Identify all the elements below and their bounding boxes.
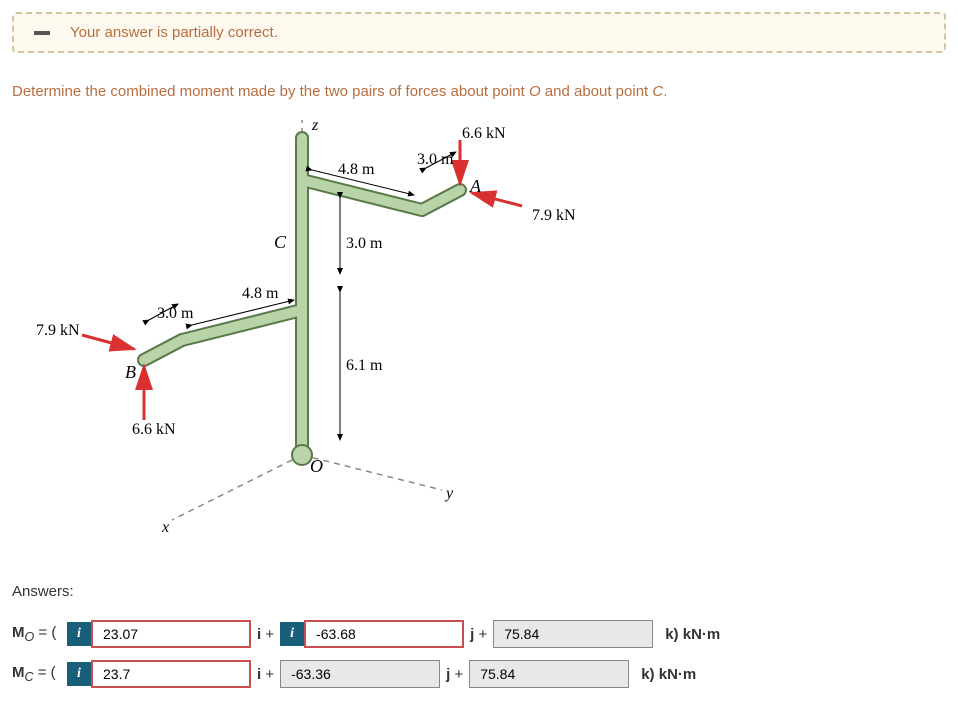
label-O: O — [310, 456, 323, 476]
label-6-6-b: 6.6 kN — [132, 421, 176, 438]
answer-value[interactable] — [478, 665, 620, 683]
answer-value[interactable] — [101, 665, 241, 683]
diagram: 6.6 kN 7.9 kN 6.6 kN 7.9 kN 3.0 m 4.8 m … — [22, 120, 946, 553]
answer-input-j[interactable] — [280, 660, 440, 688]
answer-input-k[interactable] — [493, 620, 653, 648]
question-suffix: . — [663, 83, 667, 100]
answer-value[interactable] — [289, 665, 431, 683]
op-i: i + — [257, 666, 274, 683]
minus-icon — [34, 31, 50, 35]
label-4-8-b: 4.8 m — [242, 285, 279, 302]
answer-input-i[interactable] — [91, 620, 251, 648]
label-3-0-a: 3.0 m — [417, 151, 454, 168]
op-j: j + — [470, 626, 487, 643]
label-3-0-v: 3.0 m — [346, 235, 383, 252]
label-z: z — [311, 120, 319, 134]
question-prefix: Determine the combined moment made by th… — [12, 83, 529, 100]
answer-unit: k) kN·m — [641, 666, 696, 683]
op-i: i + — [257, 626, 274, 643]
info-icon: i — [67, 622, 91, 646]
answer-symbol: MC = ( — [12, 664, 67, 684]
label-3-0-b: 3.0 m — [157, 305, 194, 322]
label-B: B — [125, 362, 136, 382]
answer-row: MO = (ii +ij +k) kN·m — [12, 620, 946, 648]
label-7-9-b: 7.9 kN — [36, 322, 80, 339]
diagram-svg: 6.6 kN 7.9 kN 6.6 kN 7.9 kN 3.0 m 4.8 m … — [22, 120, 582, 550]
question-mid: and about point — [541, 83, 653, 100]
feedback-text: Your answer is partially correct. — [70, 24, 278, 41]
info-icon: i — [67, 662, 91, 686]
answer-input-k[interactable] — [469, 660, 629, 688]
question-text: Determine the combined moment made by th… — [12, 83, 946, 100]
answer-value[interactable] — [101, 625, 241, 643]
label-C: C — [274, 232, 287, 252]
label-x: x — [161, 519, 169, 536]
info-icon: i — [280, 622, 304, 646]
label-7-9-a: 7.9 kN — [532, 207, 576, 224]
answer-input-j[interactable] — [304, 620, 464, 648]
answer-input-i[interactable] — [91, 660, 251, 688]
label-y: y — [444, 485, 454, 502]
label-4-8-a: 4.8 m — [338, 161, 375, 178]
answer-unit: k) kN·m — [665, 626, 720, 643]
feedback-box: Your answer is partially correct. — [12, 12, 946, 53]
answer-row: MC = (i i + j + k) kN·m — [12, 660, 946, 688]
answer-value[interactable] — [502, 625, 644, 643]
label-6-1: 6.1 m — [346, 357, 383, 374]
op-j: j + — [446, 666, 463, 683]
answer-value[interactable] — [314, 625, 454, 643]
answer-symbol: MO = ( — [12, 624, 67, 644]
question-point-c: C — [652, 83, 663, 100]
answers-label: Answers: — [12, 583, 946, 600]
label-A: A — [469, 176, 482, 196]
label-6-6-a: 6.6 kN — [462, 125, 506, 142]
question-point-o: O — [529, 83, 541, 100]
